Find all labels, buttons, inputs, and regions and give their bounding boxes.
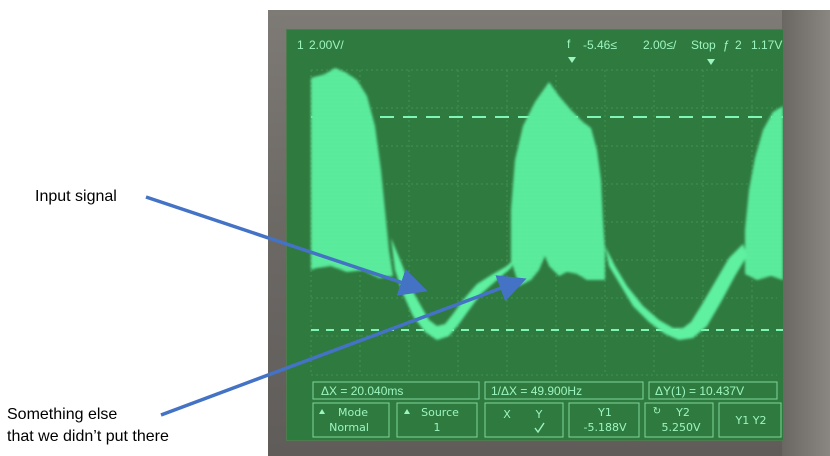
time-reference-marker [707,59,715,65]
time-per-div: 2.00≤/ [643,38,677,52]
trigger-position-marker [568,57,576,63]
trigger-level: -5.46≤ [583,38,617,52]
oscilloscope-screen: 1 2.00V/ f -5.46≤ 2.00≤/ Stop ƒ 2 1.17V … [286,29,784,441]
run-state: Stop [691,38,716,52]
y-softkey-label: Y [535,408,543,421]
y1-softkey-value: -5.188V [584,421,627,434]
something-else-label-line1: Something else [7,406,118,423]
oscilloscope-photo: 1 2.00V/ f -5.46≤ 2.00≤/ Stop ƒ 2 1.17V … [268,10,830,456]
rotary-knob-icon: ↻ [653,406,661,417]
waveform-trace [311,68,783,340]
scope-bezel [782,10,830,456]
inv-delta-x-readout: 1/ΔX = 49.900Hz [491,384,582,398]
delta-x-readout: ΔX = 20.040ms [321,384,403,398]
trigger-channel: 2 [735,38,742,52]
softkey-bar: Mode Normal Source 1 X Y Y1 -5.188V ↻ Y2… [312,402,782,438]
y1y2-softkey-label: Y1 Y2 [735,414,767,427]
something-else-label-line2: that we didn’t put there [7,428,169,445]
source-softkey-value: 1 [434,421,441,434]
y1-softkey-label: Y1 [597,406,612,419]
y-selected-check-icon [534,422,545,434]
measurement-bar: ΔX = 20.040ms 1/ΔX = 49.900Hz ΔY(1) = 10… [312,381,778,400]
delta-y-readout: ΔY(1) = 10.437V [655,384,744,398]
scope-display: 1 2.00V/ f -5.46≤ 2.00≤/ Stop ƒ 2 1.17V … [297,37,783,438]
channel-number: 1 [297,38,304,52]
top-status-bar: 1 2.00V/ f -5.46≤ 2.00≤/ Stop ƒ 2 1.17V [297,37,782,65]
y2-softkey-value: 5.250V [661,421,700,434]
mode-arrow-icon [319,409,325,414]
source-arrow-icon [404,409,410,414]
mode-softkey-label: Mode [338,406,368,419]
y2-softkey-box [644,402,714,438]
volts-per-div: 2.00V/ [309,38,344,52]
y1-softkey-box [568,402,640,438]
xy-softkey-box [484,402,564,438]
source-softkey-label: Source [421,406,459,419]
trigger-value: 1.17V [751,38,782,52]
delta-y-box [648,381,778,400]
trigger-edge-icon: ƒ [723,38,730,52]
y1y2-softkey-box [718,402,782,438]
x-softkey-label: X [503,408,511,421]
y2-softkey-label: Y2 [675,406,690,419]
mode-softkey-value: Normal [329,421,369,434]
input-signal-label: Input signal [35,188,117,205]
trigger-slope-icon: f [567,37,571,51]
